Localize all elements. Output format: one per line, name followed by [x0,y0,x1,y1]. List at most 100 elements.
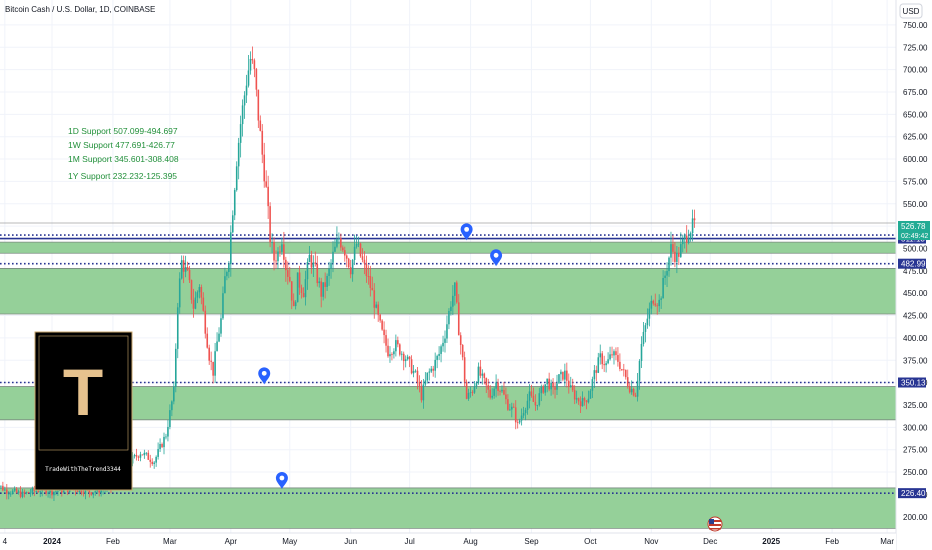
candle-body [497,382,499,391]
candle-body [363,259,366,264]
candle-body [542,386,545,393]
annotation-1w-support: 1W Support 477.691-426.77 [68,140,175,150]
candle-body [194,297,197,309]
support-zones [0,241,896,529]
candle-body [359,243,362,257]
candle-body [353,246,356,260]
current-price-tag: 526.78 02:49:42 [898,221,930,240]
candle-body [454,282,456,296]
candle-body [526,400,529,410]
candle-body [171,401,173,411]
candle-body [186,267,189,270]
candle-body [296,272,299,303]
candle-body [37,491,40,493]
candle-body [440,346,442,354]
candle-body [605,363,607,366]
candle-body [231,215,234,233]
candle-body [672,244,674,252]
time-axis[interactable]: 4 2024 Feb Mar Apr May Jun Jul Aug Sep Oct Nov Dec 20… [0,532,896,550]
candle-body [345,255,348,259]
candle-body [583,398,586,401]
candle-body [261,130,264,155]
candle-body [461,344,464,358]
candle-body [479,366,482,376]
time-tick-label: May [282,537,297,546]
candle-body [88,489,91,493]
candle-body [670,244,672,258]
candle-body [619,361,621,370]
candle-body [491,395,493,398]
candle-body [76,490,79,492]
flag-icon[interactable] [707,516,723,532]
candle-body [275,260,277,262]
level-price-tag [898,488,926,499]
brand-logo: T TradeWithTheTrend3344 [34,331,133,491]
alert-markers[interactable] [258,223,503,489]
support-annotations: 1D Support 507.099-494.697 1W Support 47… [68,126,179,181]
candle-body [617,355,619,362]
candle-body [94,491,97,493]
candle-body [35,491,38,492]
candle-body [247,70,250,86]
candle-body [599,353,602,358]
candle-body [369,276,372,288]
candle-body [550,382,552,390]
candle-body [29,492,32,494]
candle-body [214,351,216,376]
candle-body [562,371,564,380]
candle-body [273,242,275,261]
candle-body [2,485,4,491]
candle-body [174,348,177,387]
currency-button[interactable]: USD [899,3,923,19]
candle-body [212,361,214,376]
candle-body [560,371,562,375]
candle-body [567,380,570,388]
candle-body [483,373,486,379]
candle-body [283,244,285,260]
candle-body [288,276,291,282]
candle-body [192,299,195,309]
candle-body [190,280,193,300]
candle-body [632,388,635,396]
candle-body [198,287,201,293]
candle-body [534,401,537,406]
candle-body [516,422,519,424]
price-tick-label: 675.00 [903,88,928,97]
candle-body [184,267,187,272]
candle-body [530,391,533,396]
candle-body [654,303,657,306]
candle-body [420,386,423,401]
level-price-tag [898,377,926,388]
candle-body [575,398,578,400]
candle-body [485,378,488,386]
candle-body [422,384,425,401]
candle-body [518,420,521,423]
time-tick-label: 2025 [762,537,780,546]
candle-body [536,404,539,406]
price-axis[interactable]: 750.00 725.00 700.00 675.00 650.00 625.00 600.… [895,0,932,550]
candle-body [687,238,690,243]
candle-body [167,427,169,437]
candle-body [674,251,676,262]
candle-body [308,254,311,262]
candle-body [613,351,615,356]
level-price-label: 226.40 [901,489,926,498]
time-tick-label: 2024 [43,537,61,546]
candle-body [23,491,26,494]
candle-body [157,449,159,457]
candle-body [298,272,301,288]
candle-body [204,310,207,334]
candle-body [271,242,273,243]
candle-body [351,259,354,275]
candle-body [393,351,395,355]
candle-body [269,206,271,243]
candle-body [621,369,623,370]
candle-body [603,364,605,366]
candle-body [90,492,93,495]
price-tick-label: 275.00 [903,446,928,455]
candle-body [6,489,8,494]
candle-body [693,218,696,221]
candle-body [294,302,297,307]
candle-body [446,324,448,339]
